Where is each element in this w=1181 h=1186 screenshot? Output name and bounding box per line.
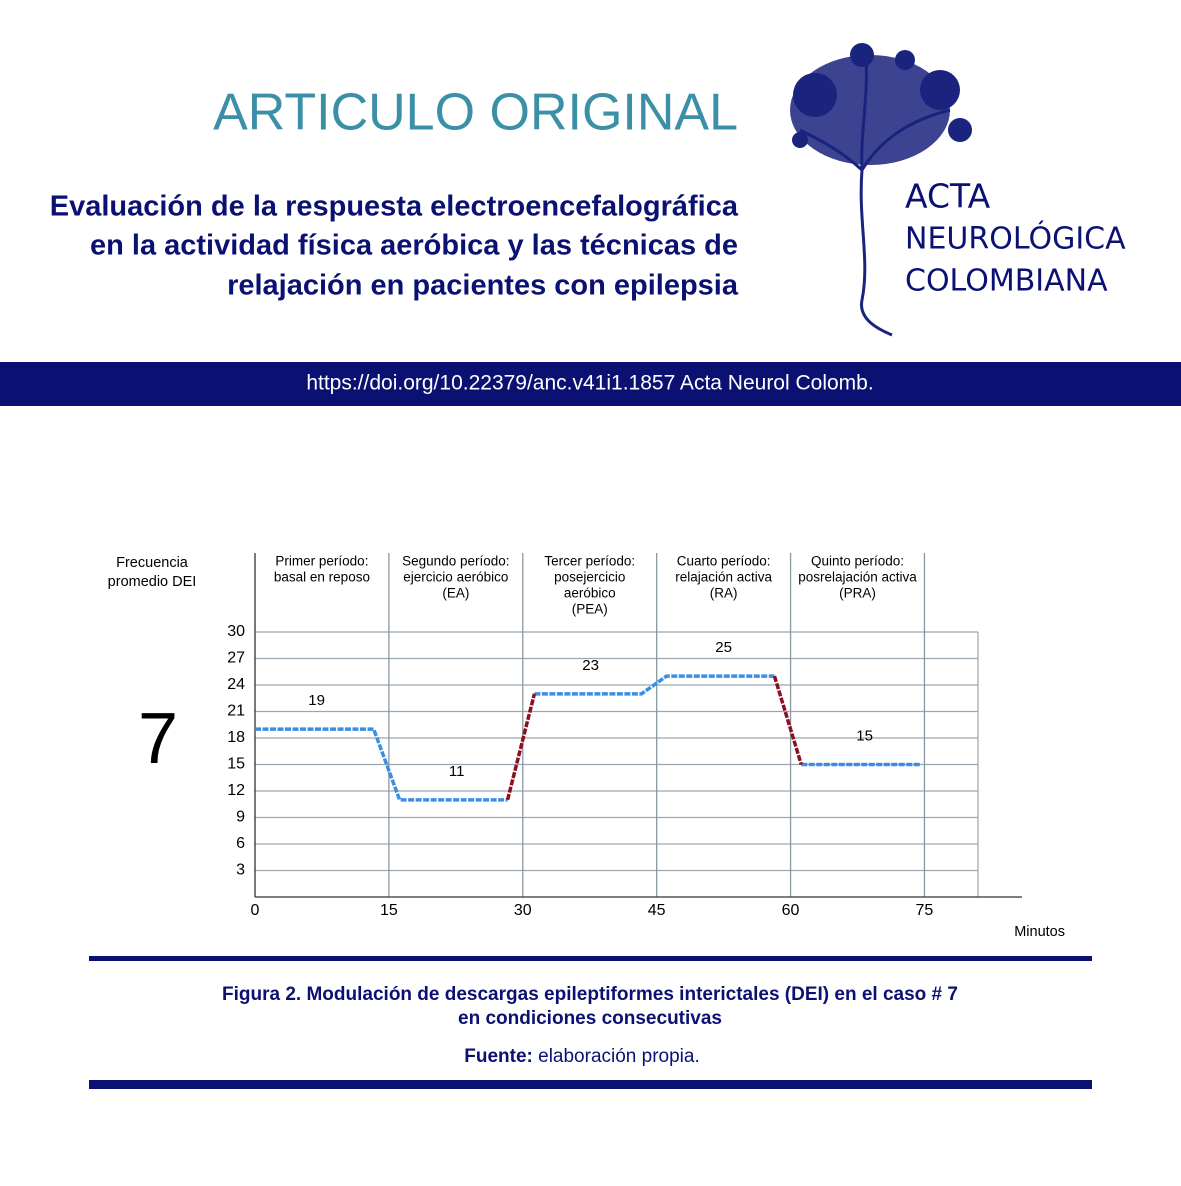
- period-label: Segundo período:: [402, 554, 509, 569]
- x-tick-label: 15: [380, 902, 398, 919]
- data-label: 11: [449, 763, 465, 780]
- doi: https://doi.org/10.22379/anc.v41i1.1857 …: [306, 372, 873, 395]
- period-label: relajación activa: [675, 570, 772, 585]
- y-axis-label: Frecuencia: [116, 555, 189, 571]
- y-tick-label: 3: [236, 862, 245, 879]
- y-tick-label: 12: [227, 782, 245, 799]
- period-label: posejercicio: [554, 570, 625, 585]
- y-tick-label: 9: [236, 809, 245, 826]
- y-tick-label: 27: [227, 650, 245, 667]
- period-label: Primer período:: [275, 554, 368, 569]
- journal-name: COLOMBIANA: [905, 264, 1108, 299]
- period-label: Quinto período:: [811, 554, 904, 569]
- source-text: elaboración propia.: [533, 1046, 700, 1067]
- period-label: ejercicio aeróbico: [403, 570, 508, 585]
- series-line: [505, 675, 803, 801]
- y-tick-label: 30: [227, 623, 245, 640]
- y-tick-label: 21: [227, 703, 245, 720]
- rule: [89, 956, 1092, 961]
- article-title: en la actividad física aeróbica y las té…: [90, 230, 738, 262]
- y-tick-label: 24: [227, 676, 245, 693]
- period-label: posrelajación activa: [798, 570, 917, 585]
- source-label: Fuente:: [464, 1046, 533, 1067]
- y-axis-label: promedio DEI: [108, 574, 197, 590]
- period-label: Tercer período:: [544, 554, 635, 569]
- section-label: ARTICULO ORIGINAL: [213, 84, 738, 142]
- period-label: (PRA): [839, 586, 876, 601]
- period-label: aeróbico: [564, 586, 616, 601]
- y-tick-label: 6: [236, 835, 245, 852]
- x-tick-label: 30: [514, 902, 532, 919]
- doi-bar: [0, 362, 1181, 406]
- data-label: 25: [715, 639, 732, 656]
- article-title: Evaluación de la respuesta electroencefa…: [50, 191, 739, 223]
- x-tick-label: 60: [782, 902, 800, 919]
- data-label: 15: [856, 727, 873, 744]
- period-label: (EA): [442, 586, 469, 601]
- x-axis-label: Minutos: [1014, 924, 1065, 940]
- period-label: basal en reposo: [274, 570, 370, 585]
- series-line: [255, 674, 921, 802]
- y-tick-label: 15: [227, 756, 245, 773]
- data-label: 19: [308, 692, 325, 709]
- rule: [89, 1080, 1092, 1089]
- panel-label: 7: [138, 699, 178, 779]
- journal-name: ACTA: [905, 177, 991, 216]
- caption: Figura 2. Modulación de descargas epilep…: [222, 984, 958, 1005]
- caption: en condiciones consecutivas: [458, 1008, 722, 1029]
- logo-tree: [790, 43, 972, 337]
- x-tick-label: 75: [916, 902, 934, 919]
- y-tick-label: 18: [227, 729, 245, 746]
- period-label: Cuarto período:: [677, 554, 771, 569]
- journal-name: NEUROLÓGICA: [905, 220, 1126, 257]
- article-title: relajación en pacientes con epilepsia: [227, 270, 739, 302]
- period-label: (RA): [710, 586, 738, 601]
- x-tick-label: 45: [648, 902, 666, 919]
- data-label: 23: [582, 657, 599, 674]
- x-tick-label: 0: [251, 902, 260, 919]
- period-label: (PEA): [572, 602, 608, 617]
- source: Fuente: elaboración propia.: [464, 1046, 700, 1067]
